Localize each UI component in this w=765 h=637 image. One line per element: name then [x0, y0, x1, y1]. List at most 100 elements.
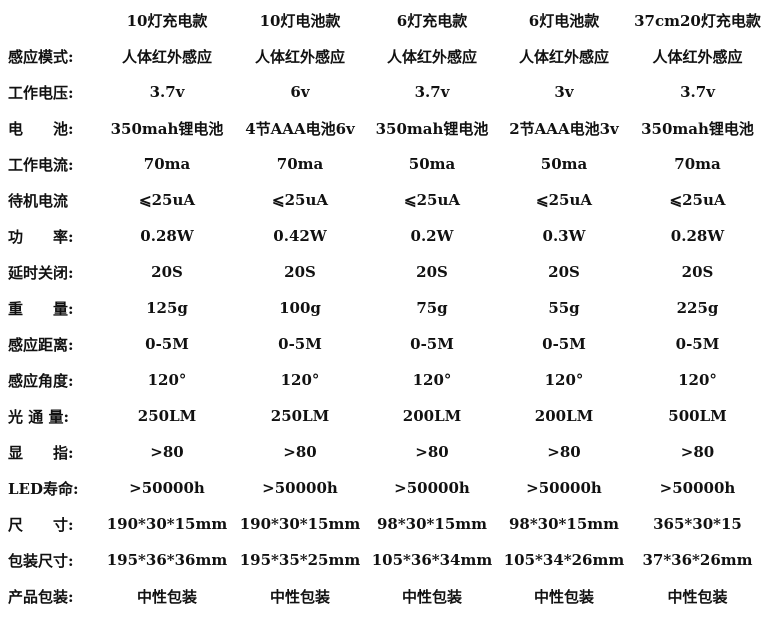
- table-cell: 190*30*15mm: [106, 515, 228, 533]
- table-row: 感应距离: 0-5M 0-5M 0-5M 0-5M 0-5M: [0, 326, 765, 362]
- row-label: 光 通 量:: [8, 407, 69, 426]
- table-cell: 20S: [151, 263, 183, 281]
- table-cell: 3.7v: [680, 83, 715, 101]
- table-cell: 人体红外感应: [386, 47, 477, 66]
- table-cell: 人体红外感应: [121, 47, 212, 66]
- table-cell: 100g: [279, 299, 321, 317]
- table-row: 产品包装: 中性包装 中性包装 中性包装 中性包装 中性包装: [0, 578, 765, 614]
- table-row: 待机电流 ⩽25uA ⩽25uA ⩽25uA ⩽25uA ⩽25uA: [0, 182, 765, 218]
- table-row: 重 量: 125g 100g 75g 55g 225g: [0, 290, 765, 326]
- table-cell: 98*30*15mm: [508, 515, 620, 533]
- table-cell: >50000h: [262, 479, 338, 497]
- table-cell: 37*36*26mm: [642, 551, 753, 569]
- table-cell: 20S: [681, 263, 714, 281]
- table-cell: 3.7v: [414, 83, 450, 101]
- table-row: 功 率: 0.28W 0.42W 0.2W 0.3W 0.28W: [0, 218, 765, 254]
- table-cell: >80: [283, 443, 317, 461]
- table-cell: 中性包装: [667, 587, 728, 606]
- table-cell: 3v: [554, 83, 574, 101]
- table-row: 光 通 量: 250LM 250LM 200LM 200LM 500LM: [0, 398, 765, 434]
- table-cell: >50000h: [659, 479, 736, 497]
- table-cell: 500LM: [668, 407, 727, 425]
- table-cell: >80: [547, 443, 581, 461]
- table-cell: 70ma: [276, 155, 324, 173]
- column-header: 10灯充电款: [126, 11, 208, 30]
- table-cell: 0-5M: [278, 335, 322, 353]
- table-cell: 120°: [544, 371, 584, 389]
- table-cell: ⩽25uA: [404, 191, 460, 209]
- spec-table: 10灯充电款 10灯电池款 6灯充电款 6灯电池款 37cm20灯充电款 感应模…: [0, 2, 765, 614]
- table-row: 包装尺寸: 195*36*36mm 195*35*25mm 105*36*34mm 10…: [0, 542, 765, 578]
- row-label: 工作电流:: [8, 155, 74, 174]
- table-cell: 0.28W: [670, 227, 725, 245]
- table-row: 工作电压: 3.7v 6v 3.7v 3v 3.7v: [0, 74, 765, 110]
- row-label: 感应距离:: [8, 335, 74, 354]
- table-cell: 中性包装: [136, 587, 197, 606]
- table-cell: 4节AAA电池6v: [245, 119, 355, 138]
- table-cell: 70ma: [143, 155, 191, 173]
- table-cell: 120°: [280, 371, 320, 389]
- table-cell: >50000h: [526, 479, 602, 497]
- table-cell: 人体红外感应: [652, 47, 743, 66]
- table-cell: 350mah锂电池: [110, 119, 224, 138]
- row-label: 功 率:: [8, 227, 74, 246]
- table-cell: 3.7v: [149, 83, 185, 101]
- table-cell: 195*35*25mm: [239, 551, 361, 569]
- table-cell: 50ma: [540, 155, 588, 173]
- table-cell: 250LM: [270, 407, 330, 425]
- row-label: 待机电流: [8, 191, 69, 210]
- table-cell: 195*36*36mm: [106, 551, 228, 569]
- table-cell: ⩽25uA: [139, 191, 195, 209]
- table-cell: >80: [680, 443, 715, 461]
- table-cell: 200LM: [534, 407, 594, 425]
- table-cell: 250LM: [137, 407, 197, 425]
- row-label: 显 指:: [8, 443, 74, 462]
- table-cell: 人体红外感应: [518, 47, 609, 66]
- table-cell: 0.28W: [140, 227, 194, 245]
- row-label: 延时关闭:: [8, 263, 74, 282]
- row-label: 工作电压:: [8, 83, 74, 102]
- table-cell: 0-5M: [410, 335, 454, 353]
- row-label: 包装尺寸:: [8, 551, 74, 570]
- table-cell: 105*36*34mm: [371, 551, 493, 569]
- table-cell: 120°: [412, 371, 452, 389]
- table-cell: 105*34*26mm: [503, 551, 625, 569]
- row-label: LED寿命:: [8, 479, 79, 498]
- table-cell: 0-5M: [145, 335, 189, 353]
- table-cell: 20S: [284, 263, 316, 281]
- table-cell: 0.42W: [273, 227, 327, 245]
- column-header: 10灯电池款: [259, 11, 341, 30]
- column-header: 37cm20灯充电款: [634, 11, 761, 30]
- table-cell: 225g: [676, 299, 719, 317]
- table-cell: >80: [415, 443, 449, 461]
- table-cell: 0-5M: [675, 335, 720, 353]
- table-cell: 20S: [416, 263, 448, 281]
- table-cell: 55g: [548, 299, 580, 317]
- table-cell: 0-5M: [542, 335, 586, 353]
- table-row: 工作电流: 70ma 70ma 50ma 50ma 70ma: [0, 146, 765, 182]
- table-cell: 50ma: [408, 155, 456, 173]
- table-cell: 98*30*15mm: [376, 515, 488, 533]
- table-cell: 200LM: [402, 407, 462, 425]
- table-cell: >80: [150, 443, 184, 461]
- table-cell: >50000h: [394, 479, 470, 497]
- table-cell: 120°: [678, 371, 717, 389]
- table-row: 感应模式: 人体红外感应 人体红外感应 人体红外感应 人体红外感应 人体红外感应: [0, 38, 765, 74]
- table-cell: 75g: [416, 299, 448, 317]
- header-row: 10灯充电款 10灯电池款 6灯充电款 6灯电池款 37cm20灯充电款: [0, 2, 765, 38]
- table-cell: 70ma: [674, 155, 721, 173]
- table-cell: 6v: [290, 83, 310, 101]
- column-header: 6灯充电款: [396, 11, 468, 30]
- table-cell: 120°: [147, 371, 187, 389]
- table-row: 尺 寸: 190*30*15mm 190*30*15mm 98*30*15mm 98*3…: [0, 506, 765, 542]
- table-cell: 125g: [146, 299, 188, 317]
- table-cell: ⩽25uA: [536, 191, 592, 209]
- table-row: 电 池: 350mah锂电池 4节AAA电池6v 350mah锂电池 2节AAA电池3v…: [0, 110, 765, 146]
- table-cell: 350mah锂电池: [641, 119, 754, 138]
- table-cell: 2节AAA电池3v: [509, 119, 619, 138]
- row-label: 重 量:: [8, 299, 74, 318]
- table-cell: 20S: [548, 263, 580, 281]
- row-label: 感应角度:: [8, 371, 74, 390]
- table-cell: 190*30*15mm: [239, 515, 361, 533]
- table-cell: ⩽25uA: [669, 191, 726, 209]
